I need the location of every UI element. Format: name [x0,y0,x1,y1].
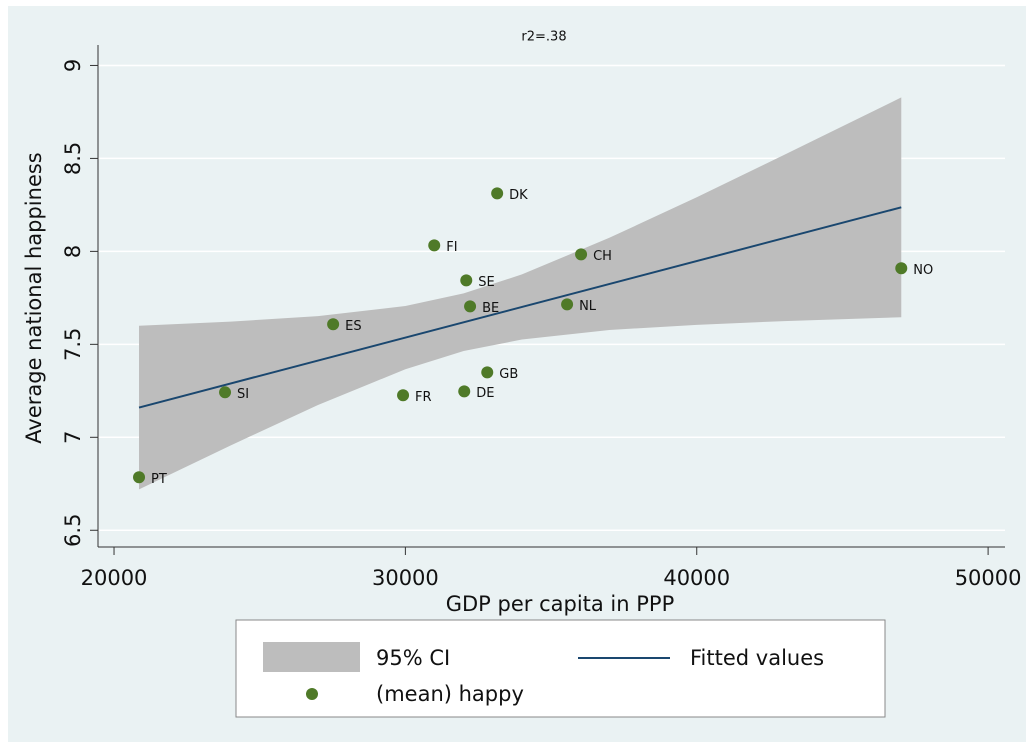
legend-label: 95% CI [376,646,450,670]
y-tick-label: 8 [61,245,85,258]
x-tick-label: 50000 [955,566,1022,590]
point-label: SI [237,387,249,402]
point [464,300,477,313]
point-label: FR [415,390,432,405]
point [428,239,441,252]
point-label: NO [913,263,933,278]
point [219,386,232,399]
legend-swatch [306,688,318,700]
y-tick-label: 7 [61,431,85,444]
y-tick-label: 7.5 [61,328,85,361]
point [491,187,504,200]
legend-label: Fitted values [690,646,824,670]
point [133,471,146,484]
point [458,385,471,398]
x-tick-label: 30000 [372,566,439,590]
point [575,248,588,261]
x-axis-title: GDP per capita in PPP [446,592,675,616]
y-tick-label: 6.5 [61,514,85,547]
point [895,262,908,275]
point-label: NL [579,299,597,314]
point [561,298,574,311]
legend-label: (mean) happy [376,682,524,706]
y-tick-label: 9 [61,59,85,72]
point-label: GB [499,367,518,382]
y-tick-label: 8.5 [61,142,85,175]
x-tick-label: 40000 [663,566,730,590]
point-label: BE [482,301,499,316]
point-label: CH [593,249,612,264]
x-tick-label: 20000 [81,566,148,590]
point-label: PT [151,472,167,487]
fitted-line [138,206,902,409]
y-axis-title: Average national happiness [22,152,46,443]
point [397,389,410,402]
point-label: DK [509,188,528,203]
point [460,274,473,287]
point [481,366,494,379]
ci-band [139,97,902,490]
point-label: FI [446,240,457,255]
point-label: DE [476,386,494,401]
point-label: SE [478,275,494,290]
chart-title: r2=.38 [521,30,566,45]
point [327,318,340,331]
point-label: ES [345,319,361,334]
legend-swatch [263,642,360,672]
